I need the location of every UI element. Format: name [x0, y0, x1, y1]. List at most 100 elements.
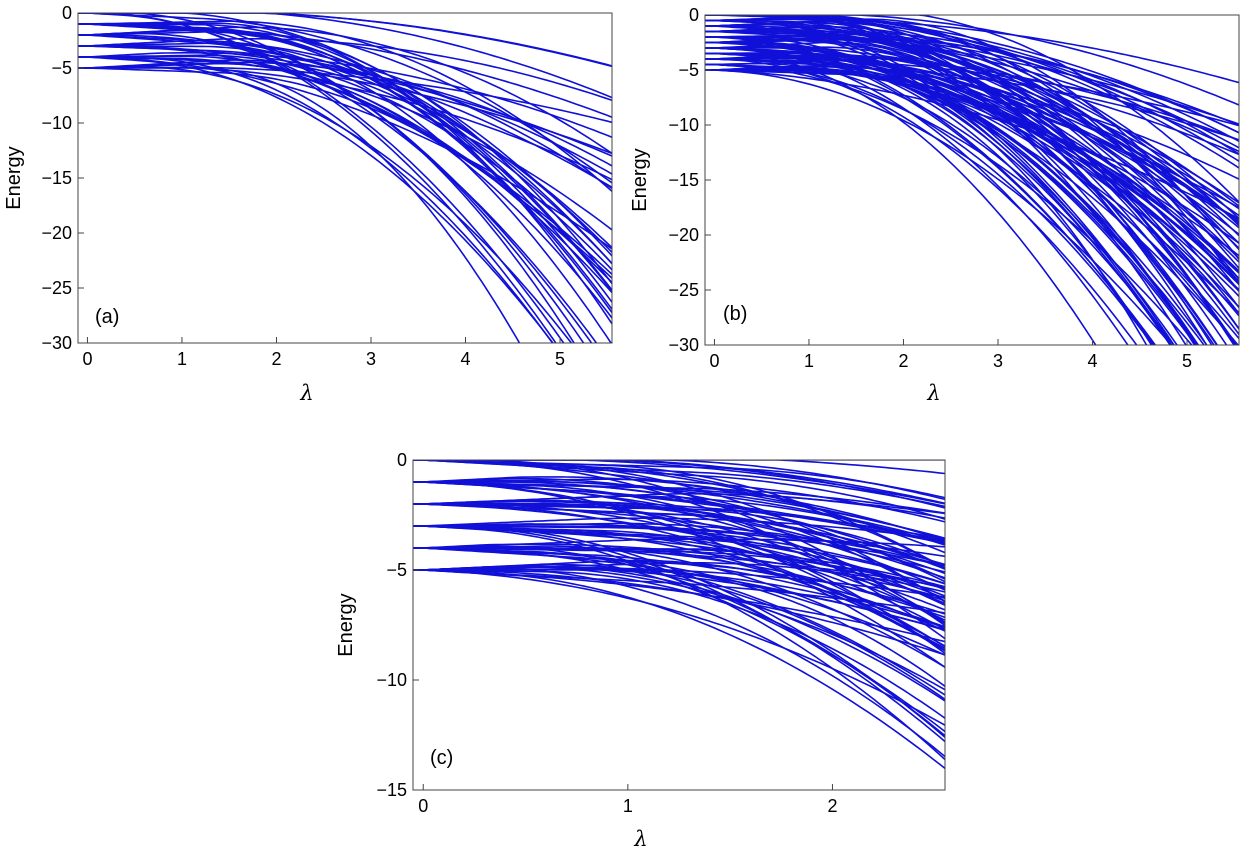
series-line-97 — [705, 67, 1199, 345]
series-line-59 — [413, 525, 945, 611]
x-tick-label: 5 — [555, 349, 565, 369]
y-tick-label: −15 — [41, 168, 72, 188]
series-line-13 — [413, 460, 945, 499]
series-line-69 — [705, 52, 1097, 345]
x-tick-label: 1 — [177, 349, 187, 369]
series-line-91 — [705, 69, 1173, 345]
curves-group — [78, 13, 612, 343]
series-line-62 — [705, 47, 1197, 345]
x-axis-label: λ — [633, 827, 647, 851]
series-line-78 — [705, 55, 1239, 330]
x-tick-label: 4 — [1087, 351, 1097, 371]
series-line-78 — [413, 545, 945, 668]
y-tick-label: −15 — [668, 170, 699, 190]
curves-group — [413, 460, 945, 770]
y-tick-label: −10 — [668, 115, 699, 135]
series-line-45 — [78, 59, 612, 265]
panel-label: (a) — [95, 306, 119, 328]
x-axis-label: λ — [299, 381, 313, 405]
x-tick-label: 0 — [418, 796, 428, 816]
chart-panel-a: 0 1 2 3 4 5 0 −5 −10 −15 −20 −25 −30 Energy λ (a) — [0, 0, 620, 410]
y-tick-label: −5 — [678, 60, 699, 80]
x-tick-label: 3 — [993, 351, 1003, 371]
series-line-23 — [78, 32, 598, 343]
series-line-15 — [705, 17, 1239, 84]
series-line-31 — [413, 481, 945, 545]
chart-svg-c: 0 1 2 0 −5 −10 −15 Energy λ (c) — [335, 450, 946, 851]
series-line-15 — [413, 460, 945, 509]
series-line-47 — [413, 503, 945, 569]
series-line-57 — [413, 517, 945, 541]
chart-svg-b: 0 1 2 3 4 5 0 −5 −10 −15 −20 −25 −30 Energy λ (b) — [629, 5, 1240, 405]
series-line-31 — [78, 39, 612, 253]
y-tick-label: −5 — [386, 560, 407, 580]
series-line-74 — [705, 58, 1138, 345]
x-tick-label: 3 — [366, 349, 376, 369]
series-line-49 — [705, 37, 1239, 134]
series-line-26 — [78, 45, 612, 157]
plot-frame — [412, 459, 946, 791]
series-line-38 — [705, 36, 1178, 345]
y-tick-label: −10 — [376, 670, 407, 690]
series-line-4 — [78, 13, 612, 68]
series-line-43 — [78, 66, 573, 343]
y-tick-label: −20 — [41, 223, 72, 243]
x-tick-label: 2 — [827, 796, 837, 816]
y-tick-label: −25 — [668, 280, 699, 300]
chart-svg-a: 0 1 2 3 4 5 0 −5 −10 −15 −20 −25 −30 Energy λ (a) — [3, 3, 613, 405]
x-tick-label: 0 — [709, 351, 719, 371]
y-axis-label: Energy — [3, 146, 25, 209]
series-line-95 — [705, 65, 1239, 141]
y-tick-label: −15 — [376, 780, 407, 800]
series-line-47 — [78, 61, 612, 167]
series-line-6 — [78, 13, 557, 343]
series-line-25 — [413, 481, 945, 540]
series-line-39 — [78, 56, 554, 343]
series-line-0 — [413, 460, 945, 475]
series-line-91 — [413, 569, 945, 719]
series-line-6 — [705, 15, 1239, 203]
series-line-29 — [705, 30, 1239, 125]
panel-label: (c) — [430, 747, 453, 769]
x-tick-label: 4 — [460, 349, 470, 369]
series-line-79 — [413, 547, 945, 615]
series-line-98 — [705, 69, 1239, 317]
series-line-93 — [705, 69, 1239, 279]
series-line-80 — [413, 569, 945, 687]
series-line-21 — [78, 26, 612, 155]
series-line-63 — [413, 523, 945, 600]
series-line-90 — [413, 569, 945, 643]
x-tick-label: 2 — [898, 351, 908, 371]
x-tick-label: 1 — [804, 351, 814, 371]
series-line-14 — [78, 23, 585, 343]
y-tick-label: −20 — [668, 225, 699, 245]
series-line-10 — [78, 23, 612, 291]
x-tick-label: 1 — [623, 796, 633, 816]
series-line-25 — [78, 45, 612, 275]
series-line-79 — [705, 58, 1239, 345]
series-line-95 — [413, 565, 945, 702]
series-line-89 — [705, 62, 1175, 345]
series-line-76 — [413, 547, 945, 588]
series-line-24 — [413, 481, 945, 514]
y-tick-label: −30 — [668, 335, 699, 355]
series-line-70 — [705, 51, 1239, 272]
chart-panel-b: 0 1 2 3 4 5 0 −5 −10 −15 −20 −25 −30 Energy λ (b) — [626, 0, 1246, 410]
series-line-46 — [78, 67, 612, 284]
curves-group — [705, 15, 1239, 345]
series-line-35 — [78, 56, 612, 250]
y-tick-label: −30 — [41, 333, 72, 353]
y-tick-label: −10 — [41, 113, 72, 133]
x-tick-label: 5 — [1182, 351, 1192, 371]
series-line-80 — [705, 55, 1239, 141]
series-line-75 — [705, 57, 1239, 127]
x-axis-label: λ — [926, 381, 940, 405]
series-line-73 — [705, 58, 1239, 222]
x-tick-label: 2 — [271, 349, 281, 369]
y-tick-label: 0 — [689, 5, 699, 25]
series-line-32 — [78, 52, 612, 139]
series-line-94 — [413, 567, 945, 758]
series-line-96 — [705, 69, 1239, 220]
series-line-85 — [413, 569, 945, 770]
series-line-20 — [78, 34, 576, 343]
